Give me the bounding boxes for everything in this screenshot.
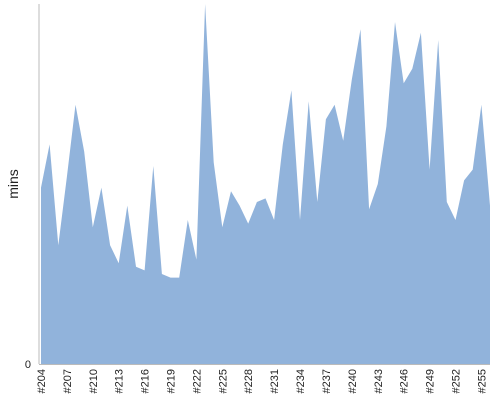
x-tick-label: #240 (347, 369, 359, 393)
x-tick-label: #249 (425, 369, 437, 393)
area-series (41, 4, 490, 364)
x-tick-label: #225 (217, 369, 229, 393)
x-tick-label: #234 (295, 369, 307, 393)
x-tick-label: #210 (88, 369, 100, 393)
x-tick-label: #207 (62, 369, 74, 393)
x-tick-label: #252 (451, 369, 463, 393)
x-tick-label: #216 (140, 369, 152, 393)
x-tick-label: #255 (476, 369, 488, 393)
y-tick-label: 0 (25, 359, 31, 371)
x-tick-label: #246 (399, 369, 411, 393)
x-tick-label: #213 (114, 369, 126, 393)
y-ticks: 0 (25, 359, 31, 371)
y-axis-label: mins (5, 169, 21, 199)
x-tick-label: #243 (373, 369, 385, 393)
x-tick-label: #222 (191, 369, 203, 393)
x-tick-label: #204 (36, 369, 48, 393)
x-tick-label: #228 (243, 369, 255, 393)
x-tick-label: #219 (166, 369, 178, 393)
x-tick-label: #231 (269, 369, 281, 393)
plot-area (41, 4, 490, 364)
x-tick-label: #237 (321, 369, 333, 393)
x-ticks: #204 #207 #210 #213 #216 #219 #222 #225 #228 #231… (36, 369, 488, 393)
